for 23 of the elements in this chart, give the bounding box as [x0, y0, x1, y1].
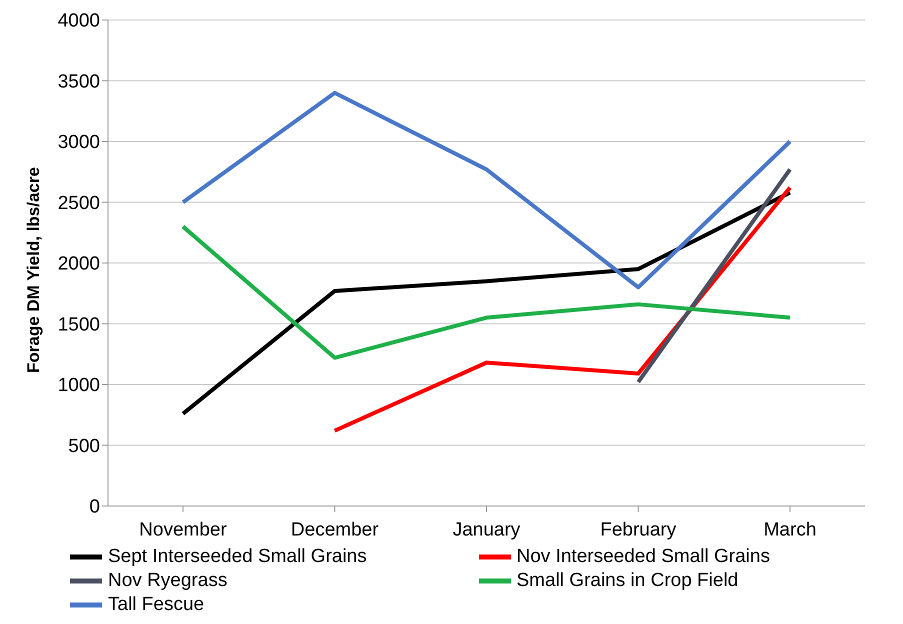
- line-series: [181, 190, 792, 416]
- legend-label: Nov Ryegrass: [108, 570, 228, 592]
- line-series: [181, 224, 792, 360]
- x-tick-label: December: [290, 519, 380, 540]
- line-series: [181, 90, 792, 290]
- y-tick-label: 3000: [58, 132, 100, 154]
- legend-label: Nov Interseeded Small Grains: [516, 546, 770, 568]
- x-tick-label: January: [452, 519, 521, 540]
- legend-label: Sept Interseeded Small Grains: [108, 546, 367, 568]
- x-tick-label: November: [139, 519, 228, 540]
- y-tick-label: 1500: [58, 314, 100, 336]
- y-axis-title: Forage DM Yield, lbs/acre: [24, 167, 44, 373]
- y-tick-label: 0: [89, 496, 100, 518]
- legend-label: Small Grains in Crop Field: [516, 570, 738, 592]
- x-tick-label: March: [764, 519, 816, 540]
- y-tick-label: 1000: [58, 375, 100, 396]
- x-tick-label: February: [600, 519, 677, 540]
- y-tick-label: 500: [68, 436, 100, 457]
- y-tick-label: 3500: [58, 71, 100, 92]
- y-tick-label: 2000: [58, 254, 100, 275]
- y-tick-label: 4000: [58, 10, 100, 32]
- legend-label: Tall Fescue: [108, 594, 204, 616]
- y-tick-label: 2500: [58, 192, 100, 214]
